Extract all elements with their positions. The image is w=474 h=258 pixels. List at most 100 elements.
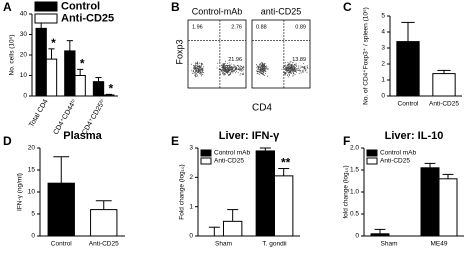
flow-dot: [225, 71, 227, 73]
flow-dot: [200, 68, 202, 70]
flow-dot: [282, 66, 284, 68]
flow-dot: [195, 62, 197, 64]
flow-dot: [292, 66, 294, 68]
flow-dot: [263, 64, 265, 66]
flow-dot: [201, 75, 202, 77]
flow-dot: [197, 68, 199, 70]
flow-dot: [284, 74, 286, 76]
flow-dot: [194, 66, 196, 68]
plot-frame: [251, 19, 311, 89]
flow-dot: [226, 65, 227, 67]
flow-dot: [298, 67, 299, 69]
flow-dot: [198, 65, 200, 66]
flow-dot: [219, 72, 221, 74]
bar: [370, 233, 390, 237]
flow-dot: [261, 67, 263, 69]
flow-dot: [300, 72, 302, 74]
plot-title: Control-mAb: [192, 6, 243, 16]
x-tick-label: Sham: [215, 241, 232, 248]
flow-dot: [221, 70, 223, 71]
flow-dot: [193, 68, 195, 70]
flow-dot: [295, 71, 297, 73]
flow-dot: [265, 70, 267, 72]
quadrant-percent: 21.96: [228, 57, 242, 63]
quadrant-percent: 0.88: [256, 24, 267, 30]
flow-dot: [263, 63, 265, 65]
flow-dot: [224, 65, 225, 67]
flow-dot: [203, 72, 205, 73]
flow-dot: [302, 62, 304, 64]
flow-dot: [218, 68, 220, 70]
flow-dot: [201, 71, 203, 73]
y-tick-label: 5: [381, 13, 385, 20]
flow-dot: [201, 67, 203, 69]
flow-dot: [298, 68, 300, 70]
flow-dot: [236, 70, 237, 72]
flow-dot: [191, 72, 193, 74]
flow-dot: [200, 63, 202, 65]
legend-label: Control mAb: [214, 150, 251, 157]
bar: [45, 58, 58, 97]
panel-letter: B: [171, 0, 180, 14]
flow-dot: [287, 72, 289, 74]
y-tick-label: 3: [189, 145, 193, 152]
flow-dot: [302, 69, 304, 71]
flow-dot: [284, 73, 286, 75]
flow-dot: [239, 69, 241, 71]
x-tick-label: Anti-CD25: [429, 101, 459, 108]
flow-dot: [302, 66, 304, 68]
flow-dot: [296, 70, 298, 71]
flow-dot: [228, 74, 230, 76]
flow-dot: [194, 65, 196, 67]
flow-dot: [287, 67, 289, 68]
legend-swatch: [200, 149, 212, 157]
flow-dot: [236, 67, 237, 68]
flow-dot: [237, 64, 239, 66]
flow-dot: [241, 66, 243, 68]
flow-dot: [228, 64, 230, 66]
flow-dot: [222, 64, 224, 66]
flow-dot: [225, 66, 227, 68]
flow-dot: [223, 68, 224, 70]
flow-dot: [288, 66, 290, 68]
flow-dot: [194, 72, 196, 74]
flow-dot: [265, 66, 267, 68]
flow-dot: [296, 65, 298, 67]
flow-dot: [226, 71, 228, 72]
y-tick-label: 10: [20, 72, 28, 79]
flow-dot: [292, 64, 294, 66]
quadrant-percent: 2.76: [231, 24, 242, 30]
legend-swatch: [34, 1, 58, 12]
flow-dot: [224, 74, 226, 76]
flow-dot: [196, 76, 198, 78]
chart-title: Liver: IL-10: [385, 130, 444, 142]
flow-dot: [222, 69, 224, 71]
flow-dot: [220, 70, 222, 71]
flow-dot: [238, 65, 240, 67]
flow-dot: [233, 67, 235, 69]
y-tick-label: 40: [20, 11, 28, 18]
flow-dot: [260, 67, 262, 69]
flow-dot: [217, 62, 219, 64]
flow-dot: [222, 67, 224, 69]
flow-dot: [228, 67, 230, 69]
flow-dot: [289, 73, 290, 75]
legend-swatch: [34, 13, 58, 24]
flow-dot: [293, 69, 295, 70]
panel-letter: C: [343, 0, 352, 14]
flow-dot: [231, 69, 233, 71]
legend-label: Anti-CD25: [380, 158, 410, 165]
bar: [90, 209, 118, 237]
flow-dot: [199, 62, 201, 64]
flow-dot: [262, 73, 264, 75]
flow-dot: [266, 65, 268, 67]
bar: [223, 220, 243, 237]
flow-dot: [194, 71, 196, 73]
flow-dot: [288, 68, 290, 69]
significance-mark: **: [281, 156, 291, 170]
flow-dot: [239, 68, 241, 69]
flow-dot: [293, 73, 295, 75]
flow-dot: [298, 72, 300, 74]
flow-dot: [222, 65, 224, 67]
